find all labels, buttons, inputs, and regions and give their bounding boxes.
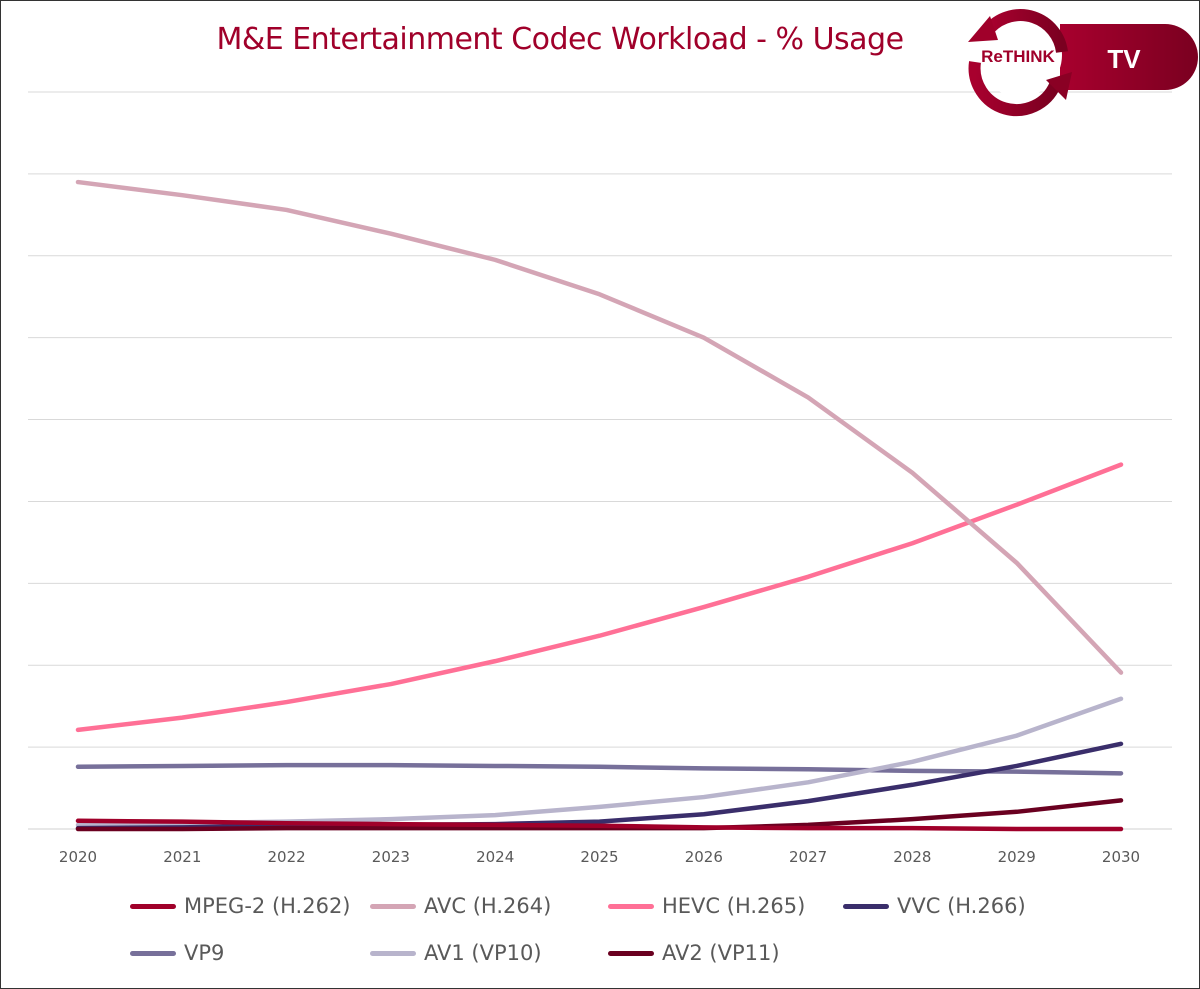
- x-tick-label: 2029: [998, 848, 1036, 866]
- x-tick-label: 2028: [893, 848, 931, 866]
- x-tick-label: 2023: [372, 848, 410, 866]
- chart-title: M&E Entertainment Codec Workload - % Usa…: [216, 22, 904, 57]
- series-line-avc-h-264: [75, 179, 1124, 675]
- x-tick-label: 2021: [163, 848, 201, 866]
- x-tick-label: 2025: [580, 848, 618, 866]
- series-line-hevc-h-265: [75, 462, 1124, 733]
- x-tick-label: 2027: [789, 848, 827, 866]
- x-tick-label: 2026: [685, 848, 723, 866]
- x-tick-label: 2020: [59, 848, 97, 866]
- series-line-av1-vp10: [75, 696, 1124, 828]
- series-line-vp9: [75, 762, 1124, 776]
- series-line-mpeg-2-h-262: [75, 818, 1124, 832]
- x-tick-label: 2022: [268, 848, 306, 866]
- x-tick-label: 2024: [476, 848, 514, 866]
- x-tick-label: 2030: [1102, 848, 1140, 866]
- series-line-av2-vp11: [75, 798, 1124, 832]
